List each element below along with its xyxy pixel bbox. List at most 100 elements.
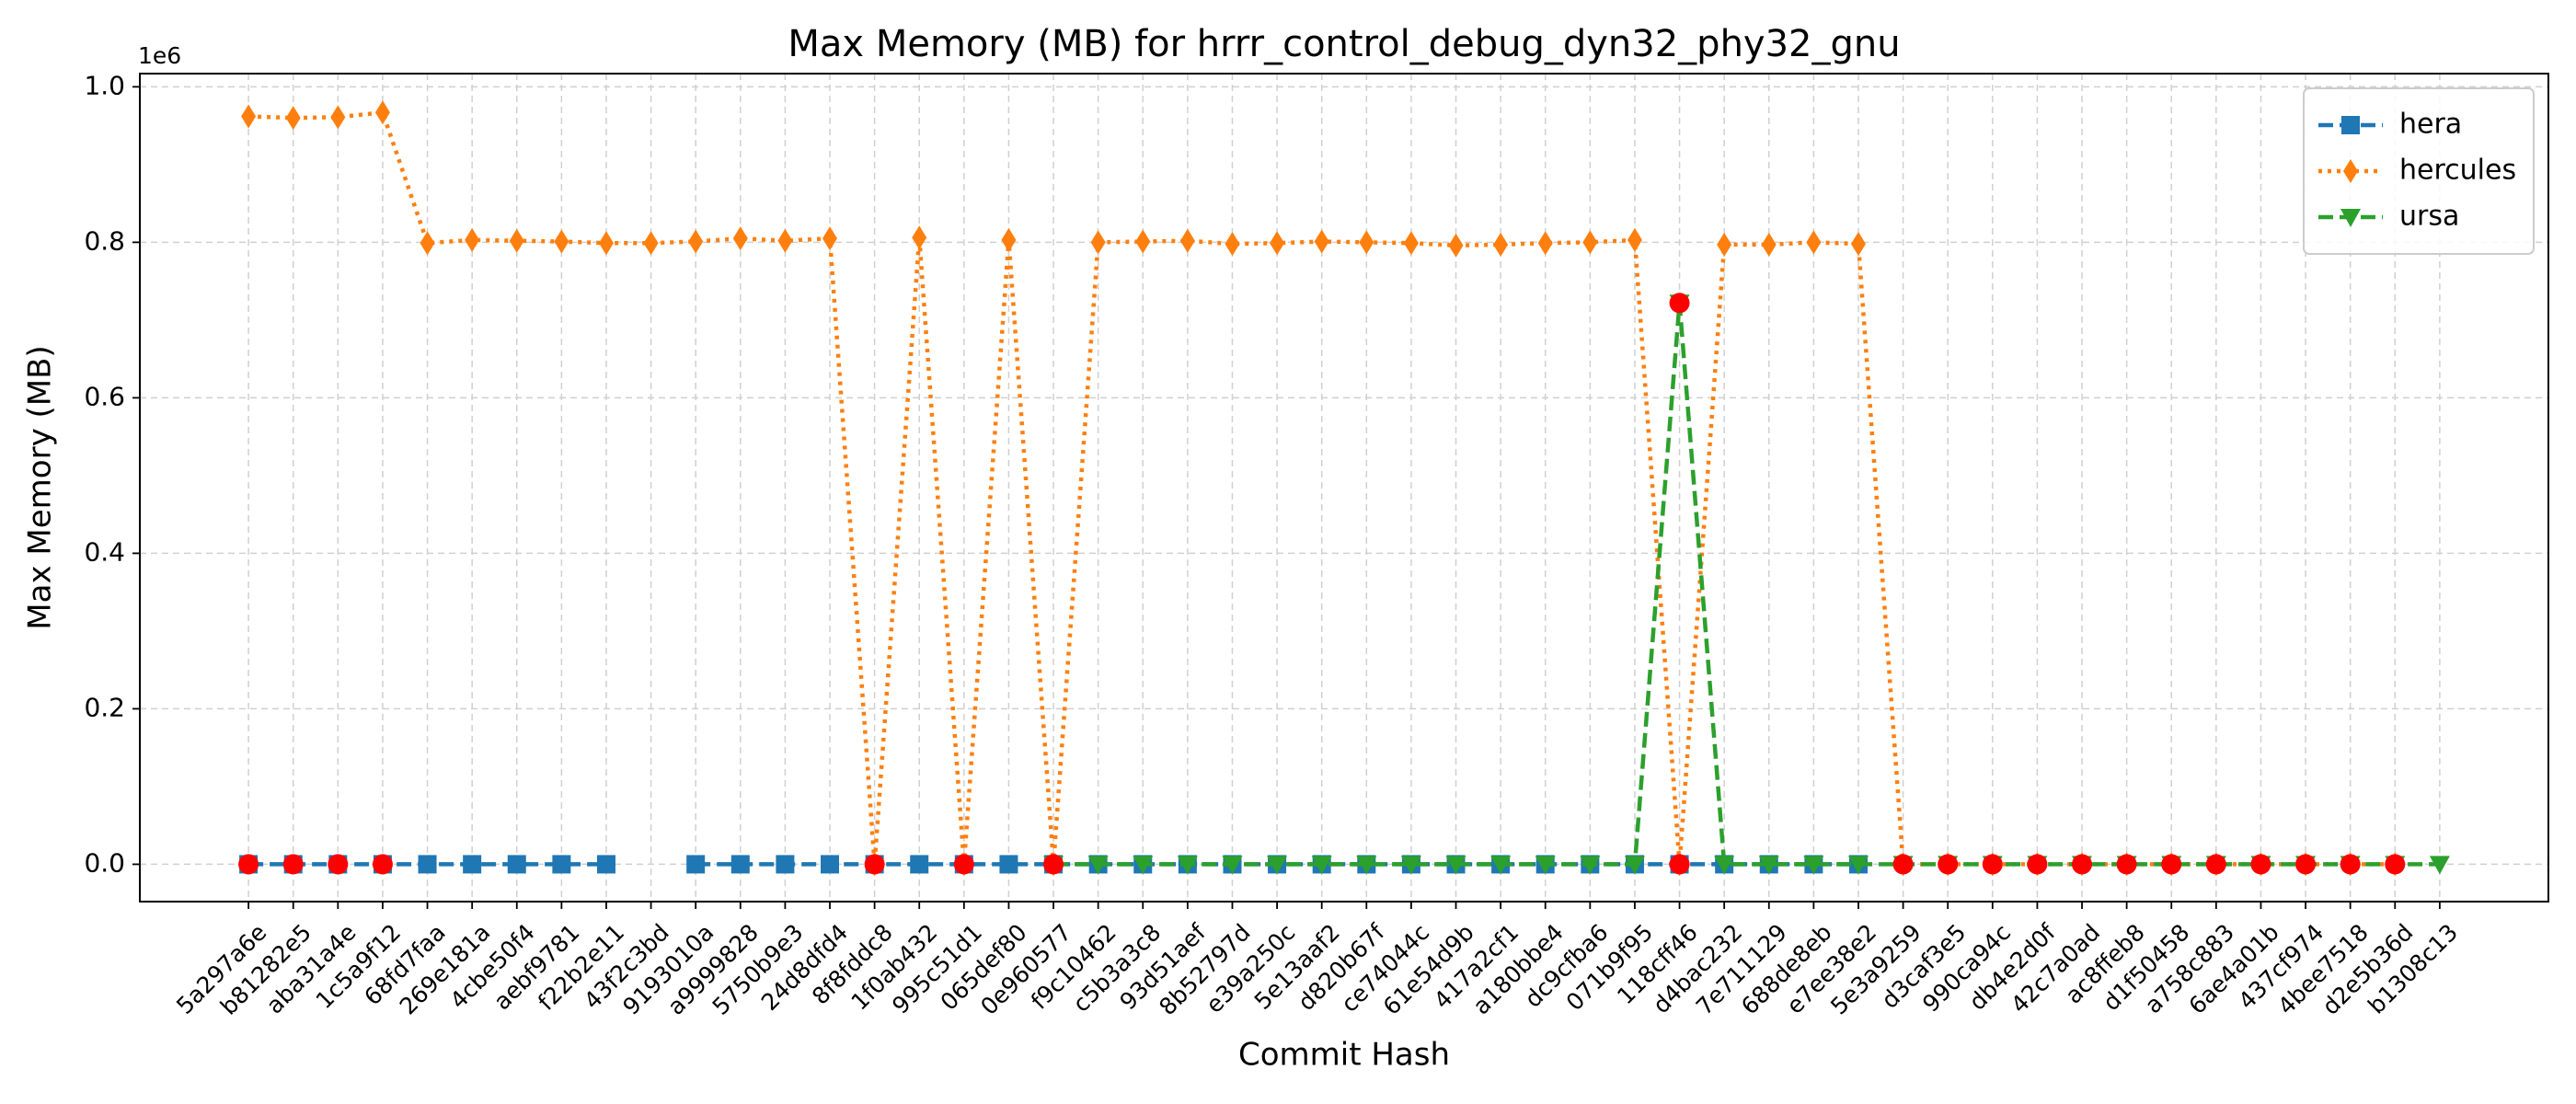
y-tick-label: 1.0 [84, 70, 125, 100]
series-marker [1135, 229, 1151, 254]
flag-marker [2205, 854, 2226, 875]
y-tick-label: 0.6 [84, 381, 125, 411]
series-marker [285, 106, 301, 131]
flag-marker [372, 854, 393, 875]
series-marker [643, 231, 659, 256]
flag-marker [1982, 854, 2003, 875]
flag-marker [282, 854, 304, 875]
series-marker [418, 855, 437, 874]
series-marker [1806, 230, 1822, 255]
y-axis-label: Max Memory (MB) [22, 345, 59, 629]
series-marker [1582, 230, 1598, 255]
series-marker [598, 231, 614, 256]
series-marker [596, 855, 615, 874]
series-marker [1627, 227, 1642, 252]
legend-marker [2340, 209, 2361, 227]
series-marker [1222, 856, 1243, 875]
flag-marker [1892, 854, 1914, 875]
series-marker [686, 855, 706, 874]
x-axis-label: Commit Hash [1238, 1037, 1450, 1074]
series-marker [552, 855, 571, 874]
series-marker [1087, 856, 1109, 875]
flag-marker [953, 854, 974, 875]
series-marker [1535, 856, 1556, 875]
series-marker [463, 855, 482, 874]
y-tick-label: 0.4 [84, 536, 125, 567]
series-marker [1803, 856, 1824, 875]
series-marker [1758, 856, 1779, 875]
series-marker [1714, 856, 1735, 875]
series-marker [374, 100, 390, 125]
series-marker [1359, 230, 1374, 255]
legend-label: hera [2399, 109, 2462, 141]
flag-marker [1669, 854, 1690, 875]
flag-marker [328, 854, 349, 875]
flag-marker [238, 854, 259, 875]
legend-label: ursa [2399, 201, 2459, 233]
legend-box [2303, 87, 2535, 255]
y-tick-label: 0.8 [84, 225, 125, 256]
flag-marker [2250, 854, 2271, 875]
series-marker [688, 229, 704, 254]
series-marker [1761, 232, 1777, 257]
flag-marker [1043, 854, 1064, 875]
series-marker [1001, 227, 1017, 252]
flag-marker [2385, 854, 2406, 875]
y-tick-label: 0.0 [84, 847, 125, 878]
legend-marker [2343, 159, 2358, 183]
series-marker [1850, 232, 1866, 257]
series-marker [1311, 856, 1332, 875]
series-marker [1133, 856, 1154, 875]
series-marker [554, 229, 569, 254]
series-marker [507, 855, 526, 874]
series-marker [1270, 231, 1285, 256]
series-marker [777, 228, 793, 253]
series-marker [1179, 228, 1195, 253]
flag-marker [864, 854, 885, 875]
series-marker [1624, 856, 1645, 875]
series-marker [509, 228, 524, 253]
flag-marker [1938, 854, 1959, 875]
series-marker [2429, 856, 2450, 875]
series-marker [1403, 231, 1419, 256]
series-marker [420, 231, 435, 256]
series-marker [732, 226, 748, 251]
series-marker [1580, 856, 1601, 875]
chart-title: Max Memory (MB) for hrrr_control_debug_d… [788, 23, 1900, 65]
legend-marker [2341, 116, 2360, 134]
series-marker [1717, 232, 1732, 257]
series-marker [1445, 856, 1466, 875]
series-marker [330, 105, 346, 130]
series-marker [1847, 856, 1869, 875]
series-marker [1314, 229, 1329, 254]
plot-frame [139, 73, 2549, 903]
series-marker [822, 226, 838, 251]
flag-marker [1669, 293, 1690, 314]
series-marker [821, 855, 840, 874]
series-marker [1448, 233, 1464, 258]
series-marker [912, 225, 927, 250]
series-marker [241, 104, 257, 129]
series-marker [1537, 231, 1553, 256]
series-marker [1490, 856, 1512, 875]
y-offset-label: 1e6 [138, 42, 181, 69]
series-marker [776, 855, 795, 874]
legend-label: hercules [2399, 155, 2516, 187]
series-marker [1267, 856, 1288, 875]
series-marker [1400, 856, 1421, 875]
series-marker [1493, 232, 1509, 257]
series-line [1053, 303, 2440, 867]
flag-marker [2295, 854, 2317, 875]
series-marker [465, 227, 480, 252]
flag-marker [2072, 854, 2093, 875]
y-tick-label: 0.2 [84, 692, 125, 722]
flag-marker [2340, 854, 2361, 875]
flag-marker [2161, 854, 2182, 875]
flag-marker [2027, 854, 2048, 875]
series-marker [1225, 232, 1240, 257]
series-marker [730, 855, 750, 874]
series-marker [999, 855, 1018, 874]
series-marker [910, 855, 929, 874]
series-marker [1090, 230, 1106, 255]
